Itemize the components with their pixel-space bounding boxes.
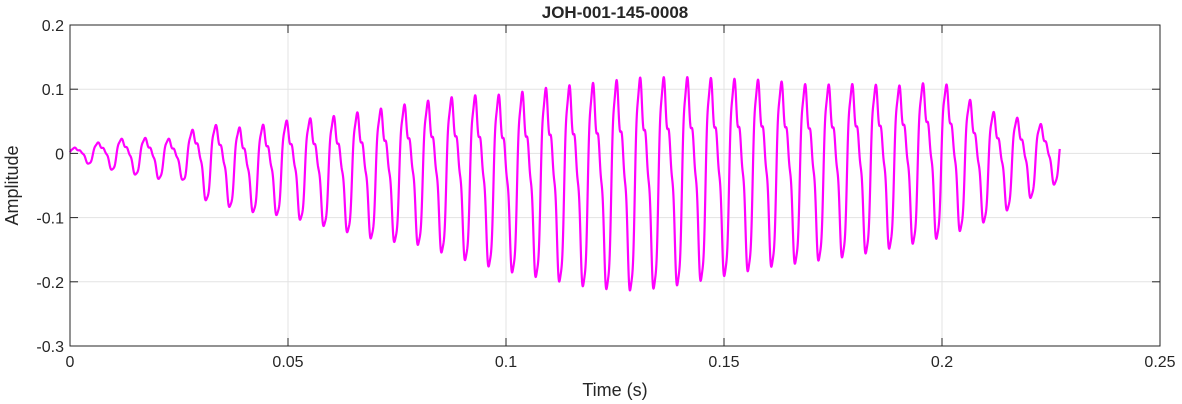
x-tick-label: 0.15 [708,354,739,371]
y-tick-label: -0.2 [36,275,64,292]
y-tick-label: 0 [55,146,64,163]
x-tick-label: 0.1 [495,354,517,371]
y-tick-label: -0.3 [36,339,64,356]
x-tick-label: 0.25 [1144,354,1175,371]
ticks: 0 0.05 0.1 0.15 0.2 0.25 -0.3 -0.2 -0.1 0 0.1 0.2 [36,18,1175,371]
x-tick-label: 0.2 [931,354,953,371]
axes-box [69,24,1161,347]
waveform-line [69,76,1061,292]
x-axis-label: Time (s) [582,380,647,400]
y-tick-label: -0.1 [36,211,64,228]
y-tick-label: 0.1 [42,82,64,99]
y-tick-label: 0.2 [42,18,64,35]
chart-title: JOH-001-145-0008 [542,3,688,22]
x-tick-label: 0.05 [272,354,303,371]
y-axis-label: Amplitude [2,145,22,225]
plot-area [69,76,1061,292]
x-tick-label: 0 [66,354,75,371]
